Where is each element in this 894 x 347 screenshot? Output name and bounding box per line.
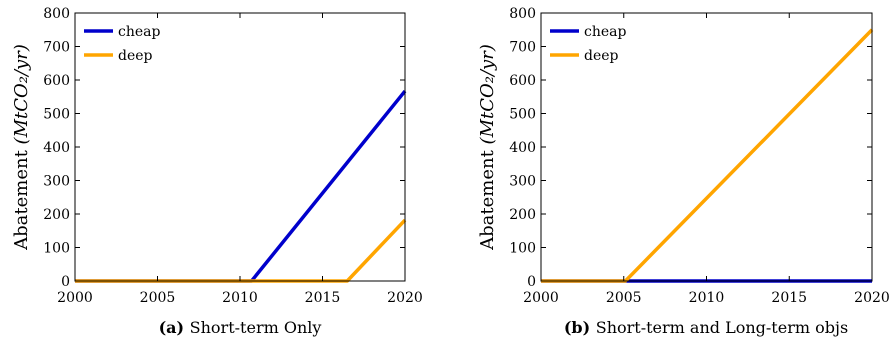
y-tick-label: 0 bbox=[61, 274, 70, 290]
legend-label-cheap: cheap bbox=[118, 24, 160, 40]
x-tick-label: 2005 bbox=[140, 290, 176, 306]
y-tick-label: 100 bbox=[43, 241, 70, 257]
y-tick-label: 0 bbox=[527, 274, 536, 290]
y-tick-label: 800 bbox=[509, 6, 536, 22]
x-tick-label: 2015 bbox=[305, 290, 341, 306]
y-tick-label: 400 bbox=[43, 140, 70, 156]
legend-label-deep: deep bbox=[118, 48, 153, 64]
panel-label: (b) bbox=[564, 318, 596, 337]
y-tick-label: 600 bbox=[509, 73, 536, 89]
y-tick-label: 500 bbox=[43, 107, 70, 123]
x-tick-label: 2015 bbox=[771, 290, 807, 306]
y-tick-label: 200 bbox=[43, 207, 70, 223]
x-tick-label: 2010 bbox=[222, 290, 258, 306]
panel-caption: (b) Short-term and Long-term objs bbox=[564, 318, 848, 337]
y-tick-label: 700 bbox=[509, 40, 536, 56]
y-tick-label: 700 bbox=[43, 40, 70, 56]
x-tick-label: 2020 bbox=[387, 290, 423, 306]
x-tick-label: 2005 bbox=[606, 290, 642, 306]
y-tick-label: 300 bbox=[509, 174, 536, 190]
y-axis-label-unit: (MtCO₂/yr) bbox=[477, 44, 498, 144]
y-axis-label-main: Abatement bbox=[477, 144, 498, 250]
legend-label-deep: deep bbox=[584, 48, 619, 64]
series-line-deep bbox=[75, 218, 407, 283]
panel-caption-text: Short-term and Long-term objs bbox=[596, 318, 848, 337]
x-tick-label: 2020 bbox=[854, 290, 890, 306]
chart-panel-a: 0 100 200 300 400 500 600 700 800 2000 2005 2010 201… bbox=[11, 6, 423, 337]
y-axis-label: Abatement (MtCO₂/yr) bbox=[477, 44, 498, 251]
y-axis-label-unit: (MtCO₂/yr) bbox=[11, 44, 32, 144]
series-line-cheap bbox=[75, 89, 407, 283]
y-axis-label: Abatement (MtCO₂/yr) bbox=[11, 44, 32, 251]
y-tick-label: 200 bbox=[509, 207, 536, 223]
y-tick-label: 400 bbox=[509, 140, 536, 156]
x-tick-label: 2010 bbox=[689, 290, 725, 306]
x-tick-label: 2000 bbox=[523, 290, 559, 306]
y-tick-label: 100 bbox=[509, 241, 536, 257]
y-tick-label: 800 bbox=[43, 6, 70, 22]
y-tick-label: 500 bbox=[509, 107, 536, 123]
legend-label-cheap: cheap bbox=[584, 24, 626, 40]
panel-caption-text: Short-term Only bbox=[190, 318, 322, 337]
series-line-deep bbox=[541, 28, 874, 283]
chart-panel-b: 0 100 200 300 400 500 600 700 800 2000 2005 2010 201… bbox=[477, 6, 890, 337]
panel-caption: (a) Short-term Only bbox=[159, 318, 322, 337]
y-tick-label: 300 bbox=[43, 174, 70, 190]
panel-label: (a) bbox=[159, 318, 190, 337]
x-tick-label: 2000 bbox=[57, 290, 93, 306]
y-axis-label-main: Abatement bbox=[11, 144, 32, 250]
y-tick-label: 600 bbox=[43, 73, 70, 89]
